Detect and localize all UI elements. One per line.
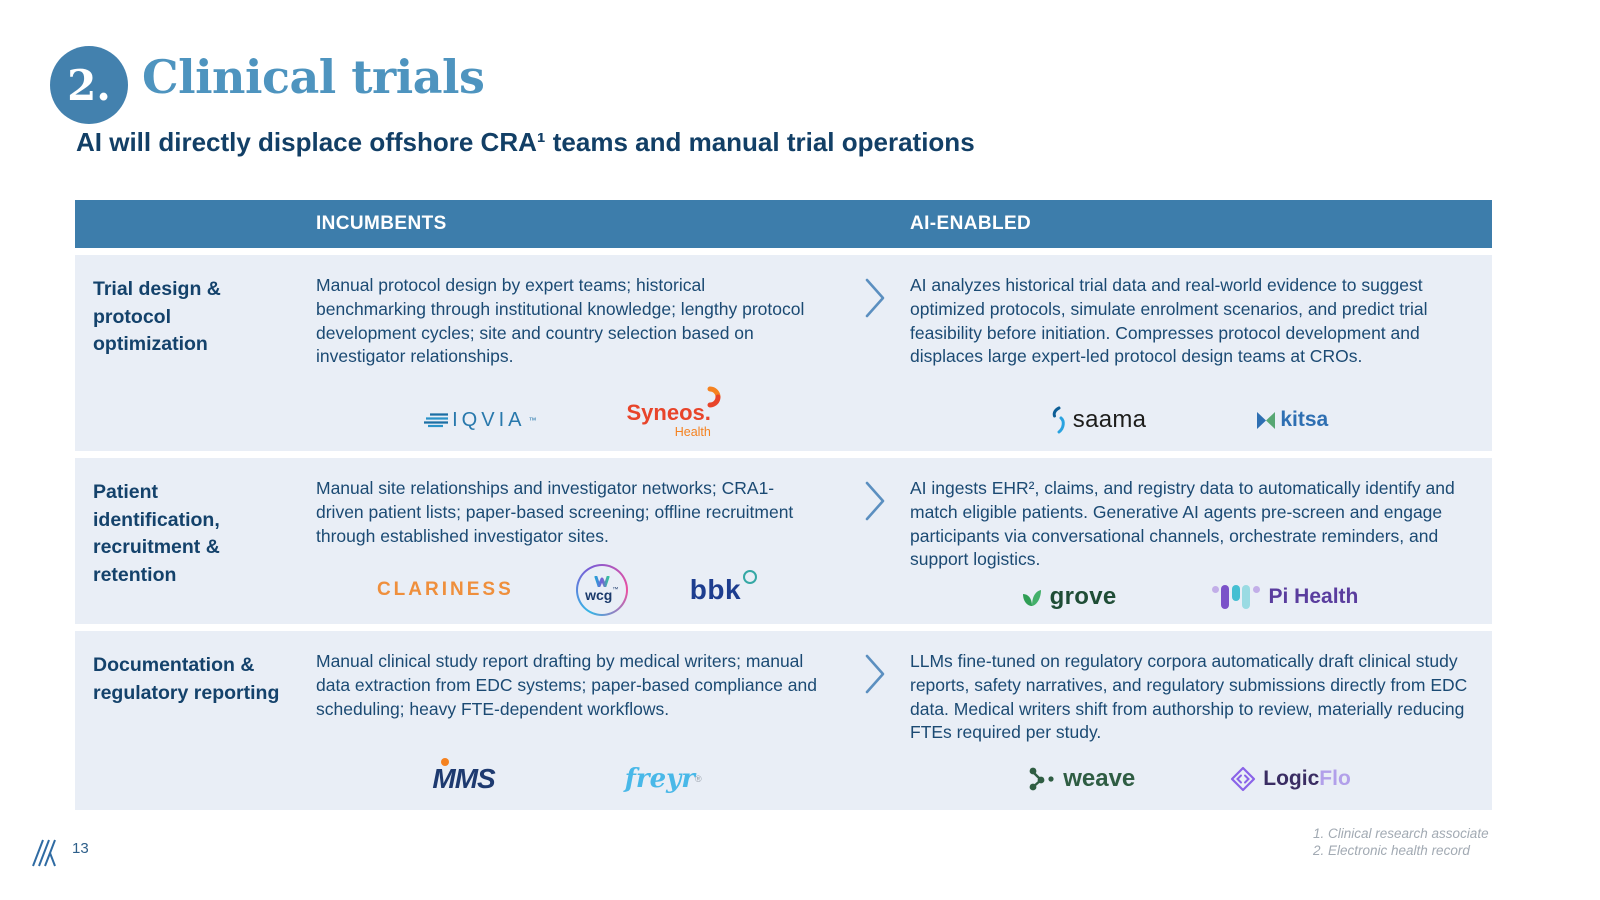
wcg-wordmark: wcg <box>585 586 613 603</box>
ai-logos: weave LogicFlo <box>910 754 1468 798</box>
table-row-patient-identification: Patient identification, recruitment & re… <box>75 458 1492 624</box>
saama-icon <box>1052 406 1065 434</box>
footnotes: 1. Clinical research associate 2. Electr… <box>1313 826 1489 860</box>
pi-health-icon <box>1211 585 1260 610</box>
bbk-ring-icon <box>743 570 758 585</box>
transition-cell <box>840 255 910 451</box>
trademark-symbol: ™ <box>612 586 619 593</box>
ai-logos: grove Pi Health <box>910 572 1468 616</box>
page-number: 13 <box>72 840 89 857</box>
transition-cell <box>840 458 910 628</box>
incumbents-cell: Manual protocol design by expert teams; … <box>316 255 840 451</box>
logicflo-logo: LogicFlo <box>1230 766 1351 792</box>
kitsa-wordmark: kitsa <box>1280 408 1329 431</box>
saama-logo: saama <box>1050 405 1147 435</box>
section-number-badge: 2. <box>50 46 128 124</box>
weave-wordmark: weave <box>1063 765 1136 792</box>
footnote-2: 2. Electronic health record <box>1313 842 1470 858</box>
ai-enabled-cell: AI ingests EHR², claims, and registry da… <box>910 458 1492 628</box>
incumbent-logos: CLARINESS w <box>316 558 818 616</box>
row-label: Trial design & protocol optimization <box>93 278 221 356</box>
saama-wordmark: saama <box>1072 406 1147 433</box>
page-title: Clinical trials <box>142 50 485 104</box>
ai-enabled-text: AI ingests EHR², claims, and registry da… <box>910 478 1455 570</box>
freyr-logo: freyr ® <box>625 764 702 794</box>
logicflo-wordmark-logic: Logic <box>1263 767 1320 790</box>
grove-logo: grove <box>1020 583 1117 611</box>
ai-enabled-text: AI analyzes historical trial data and re… <box>910 275 1428 367</box>
incumbents-text: Manual clinical study report drafting by… <box>316 651 817 719</box>
page-subtitle: AI will directly displace offshore CRA¹ … <box>76 127 975 157</box>
incumbent-logos: IQVIA ™ Syneos. Health <box>316 386 818 439</box>
syneos-health-logo: Syneos. Health <box>626 386 721 439</box>
chevron-right-icon <box>865 654 885 694</box>
clariness-wordmark: CLARINESS <box>376 579 514 601</box>
trademark-symbol: ™ <box>528 415 537 425</box>
mms-logo: MMS <box>432 758 496 795</box>
logicflo-diamond-icon <box>1231 766 1256 792</box>
bbk-wordmark: bbk <box>689 574 742 606</box>
incumbents-text: Manual protocol design by expert teams; … <box>316 275 805 367</box>
iqvia-stripes-icon <box>424 413 449 428</box>
ai-enabled-cell: LLMs fine-tuned on regulatory corpora au… <box>910 631 1492 810</box>
wcg-w-icon <box>594 575 610 587</box>
table-row-trial-design: Trial design & protocol optimization Man… <box>75 255 1492 451</box>
iqvia-logo: IQVIA ™ <box>423 409 536 432</box>
syneos-health-wordmark: Health <box>674 424 711 439</box>
table-header-row: INCUMBENTS AI-ENABLED <box>75 200 1492 248</box>
mms-dot-icon <box>441 758 450 766</box>
mms-wordmark: MMS <box>432 763 495 794</box>
chevron-right-icon <box>865 278 885 318</box>
weave-logo: weave <box>1027 765 1135 793</box>
incumbent-logos: MMS freyr ® <box>316 754 818 798</box>
column-header-ai-enabled: AI-ENABLED <box>910 213 1032 234</box>
comparison-table: INCUMBENTS AI-ENABLED Trial design & pro… <box>75 200 1492 810</box>
section-number: 2. <box>67 60 111 110</box>
registered-symbol: ® <box>694 774 702 784</box>
ai-enabled-cell: AI analyzes historical trial data and re… <box>910 255 1492 451</box>
ai-enabled-text: LLMs fine-tuned on regulatory corpora au… <box>910 651 1468 743</box>
company-logo <box>28 831 62 874</box>
pi-health-logo: Pi Health <box>1211 585 1359 610</box>
pi-health-wordmark: Pi Health <box>1268 585 1359 609</box>
syneos-wordmark: Syneos. <box>626 399 711 425</box>
chevron-right-icon <box>865 481 885 521</box>
wcg-logo: wcg™ <box>576 564 628 616</box>
column-header-incumbents: INCUMBENTS <box>316 213 447 234</box>
grove-leaf-icon <box>1022 590 1041 607</box>
footnote-1: 1. Clinical research associate <box>1313 826 1489 841</box>
clariness-logo: CLARINESS <box>377 579 514 601</box>
kitsa-logo: kitsa <box>1256 408 1328 432</box>
row-label: Documentation & regulatory reporting <box>93 654 280 704</box>
wcg-circle-icon: wcg™ <box>576 564 628 616</box>
bbk-logo: bbk <box>689 570 758 606</box>
weave-molecule-icon <box>1029 767 1054 791</box>
ai-logos: saama kitsa <box>910 395 1468 439</box>
transition-cell <box>840 631 910 810</box>
row-label: Patient identification, recruitment & re… <box>93 481 220 587</box>
incumbents-cell: Manual clinical study report drafting by… <box>316 631 840 810</box>
grove-wordmark: grove <box>1049 583 1117 611</box>
logicflo-wordmark-flo: Flo <box>1319 767 1351 790</box>
incumbents-text: Manual site relationships and investigat… <box>316 478 794 546</box>
freyr-wordmark: freyr <box>624 764 695 794</box>
iqvia-wordmark: IQVIA <box>452 408 526 431</box>
syneos-swirl-icon <box>699 386 721 413</box>
kitsa-x-icon <box>1257 411 1276 429</box>
incumbents-cell: Manual site relationships and investigat… <box>316 458 840 628</box>
table-row-documentation: Documentation & regulatory reporting Man… <box>75 631 1492 810</box>
